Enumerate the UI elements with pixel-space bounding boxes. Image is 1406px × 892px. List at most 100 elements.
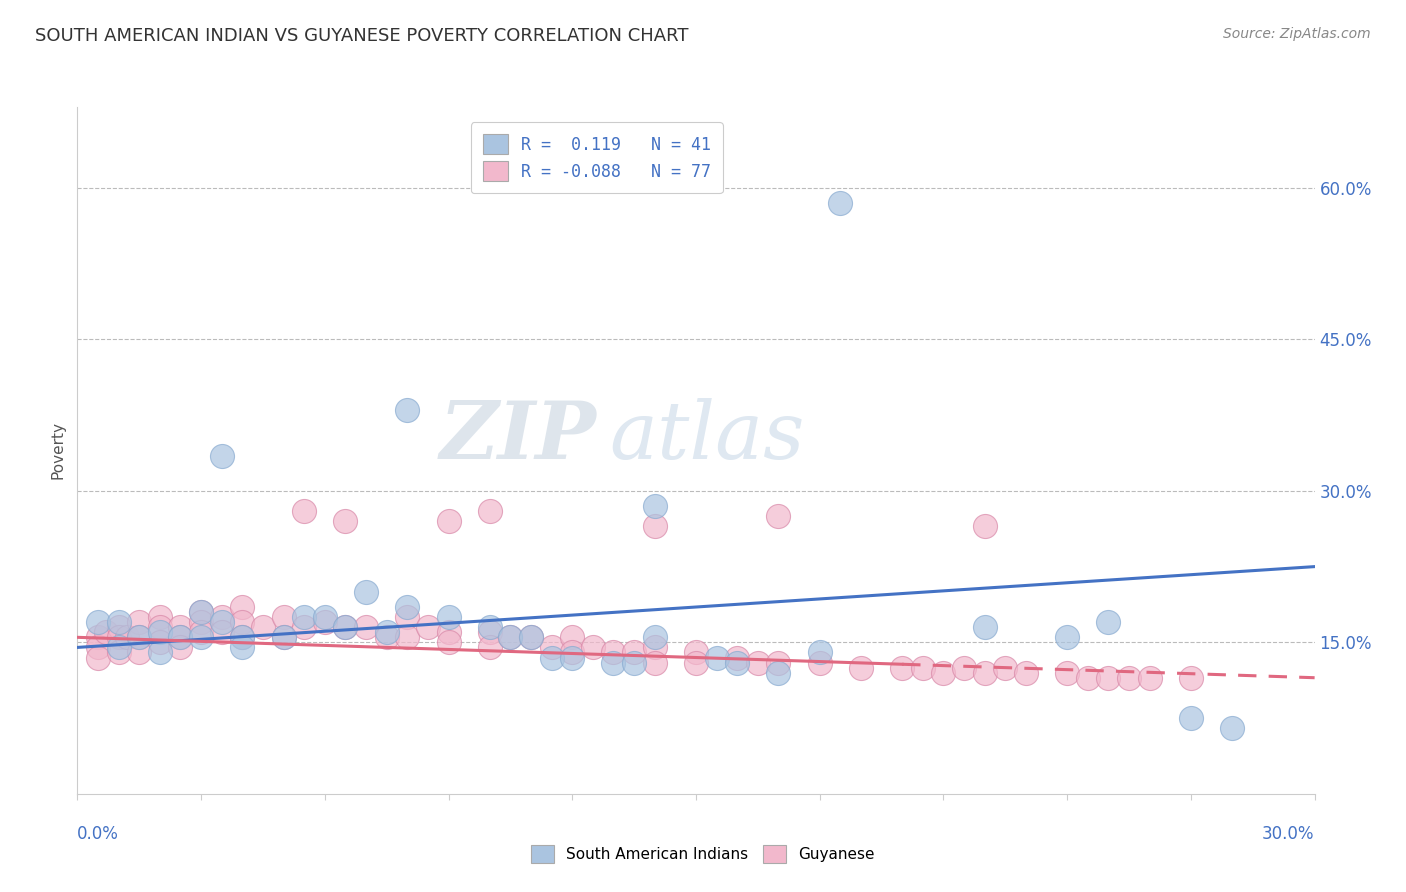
Point	[115, 630, 138, 644]
Point	[644, 519, 666, 533]
Point	[107, 645, 129, 659]
Point	[396, 610, 419, 624]
Point	[231, 640, 253, 655]
Point	[1077, 671, 1099, 685]
Point	[335, 620, 357, 634]
Point	[1180, 711, 1202, 725]
Point	[953, 660, 976, 674]
Point	[396, 630, 419, 644]
Point	[602, 656, 624, 670]
Point	[273, 610, 295, 624]
Point	[231, 630, 253, 644]
Point	[437, 514, 460, 528]
Point	[973, 519, 995, 533]
Point	[623, 645, 645, 659]
Point	[1180, 671, 1202, 685]
Point	[354, 620, 377, 634]
Point	[190, 605, 212, 619]
Point	[932, 665, 955, 680]
Point	[107, 640, 129, 655]
Point	[478, 640, 501, 655]
Point	[96, 625, 118, 640]
Point	[169, 640, 191, 655]
Point	[190, 615, 212, 630]
Point	[128, 630, 150, 644]
Point	[478, 625, 501, 640]
Point	[231, 600, 253, 615]
Point	[292, 620, 315, 634]
Point	[911, 660, 934, 674]
Point	[478, 620, 501, 634]
Point	[602, 645, 624, 659]
Point	[1097, 615, 1119, 630]
Point	[273, 630, 295, 644]
Point	[211, 610, 233, 624]
Point	[540, 640, 562, 655]
Point	[1056, 630, 1078, 644]
Point	[107, 615, 129, 630]
Point	[808, 656, 831, 670]
Point	[830, 196, 852, 211]
Point	[149, 635, 172, 649]
Point	[747, 656, 769, 670]
Point	[335, 514, 357, 528]
Point	[725, 650, 748, 665]
Point	[169, 630, 191, 644]
Point	[725, 656, 748, 670]
Point	[891, 660, 914, 674]
Point	[211, 625, 233, 640]
Point	[107, 630, 129, 644]
Point	[252, 620, 274, 634]
Point	[190, 625, 212, 640]
Point	[375, 630, 398, 644]
Point	[706, 650, 728, 665]
Point	[149, 645, 172, 659]
Point	[808, 645, 831, 659]
Point	[1220, 721, 1243, 735]
Point	[273, 630, 295, 644]
Point	[375, 625, 398, 640]
Point	[1097, 671, 1119, 685]
Point	[396, 403, 419, 417]
Point	[768, 509, 790, 524]
Point	[149, 610, 172, 624]
Point	[499, 630, 522, 644]
Point	[128, 630, 150, 644]
Point	[292, 610, 315, 624]
Point	[1056, 665, 1078, 680]
Point	[87, 615, 110, 630]
Y-axis label: Poverty: Poverty	[51, 421, 66, 480]
Text: ZIP: ZIP	[440, 398, 598, 475]
Point	[561, 630, 583, 644]
Point	[478, 504, 501, 518]
Point	[973, 665, 995, 680]
Point	[396, 600, 419, 615]
Point	[644, 499, 666, 513]
Text: 0.0%: 0.0%	[77, 825, 120, 843]
Point	[768, 665, 790, 680]
Point	[335, 620, 357, 634]
Point	[437, 635, 460, 649]
Text: SOUTH AMERICAN INDIAN VS GUYANESE POVERTY CORRELATION CHART: SOUTH AMERICAN INDIAN VS GUYANESE POVERT…	[35, 27, 689, 45]
Point	[87, 630, 110, 644]
Point	[644, 640, 666, 655]
Point	[231, 615, 253, 630]
Text: atlas: atlas	[609, 398, 804, 475]
Point	[1139, 671, 1161, 685]
Point	[149, 625, 172, 640]
Point	[849, 660, 872, 674]
Legend: R =  0.119   N = 41, R = -0.088   N = 77: R = 0.119 N = 41, R = -0.088 N = 77	[471, 122, 723, 193]
Point	[520, 630, 543, 644]
Point	[499, 630, 522, 644]
Legend: South American Indians, Guyanese: South American Indians, Guyanese	[523, 837, 883, 871]
Point	[292, 504, 315, 518]
Point	[437, 610, 460, 624]
Point	[231, 630, 253, 644]
Point	[314, 615, 336, 630]
Text: Source: ZipAtlas.com: Source: ZipAtlas.com	[1223, 27, 1371, 41]
Point	[623, 656, 645, 670]
Point	[561, 645, 583, 659]
Point	[685, 656, 707, 670]
Point	[582, 640, 605, 655]
Point	[107, 620, 129, 634]
